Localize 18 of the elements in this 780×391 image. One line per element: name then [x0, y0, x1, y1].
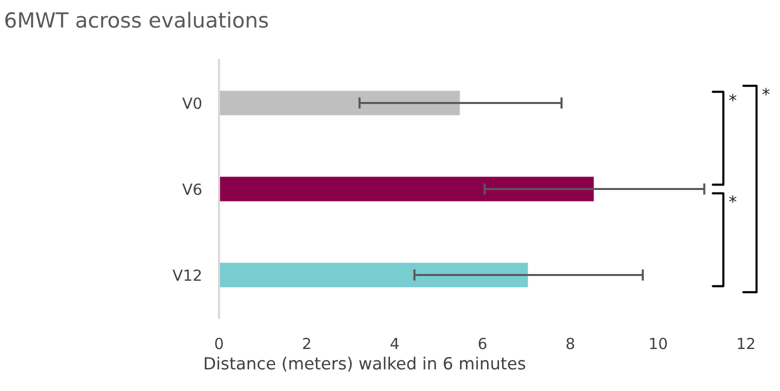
x-tick-label: 2 [303, 338, 310, 350]
x-tick-label: 0 [215, 338, 223, 350]
text: * [762, 88, 770, 96]
y-tick-label: V0 [182, 97, 202, 110]
annotation: * [729, 195, 736, 203]
bar [219, 175, 596, 203]
bar [219, 89, 462, 117]
bar [219, 261, 530, 289]
x-tick-label: 12 [738, 338, 754, 350]
y-tick-label: V6 [182, 183, 202, 196]
chart-title: 6MWT across evaluations [5, 12, 268, 28]
x-axis-title: Distance (meters) walked in 6 minutes [204, 356, 526, 372]
x-tick-label: 8 [566, 338, 574, 350]
annotation: * [729, 94, 736, 102]
x-tick-label: 6 [478, 338, 486, 350]
y-tick-label: V12 [172, 269, 201, 281]
x-tick-label: 10 [650, 338, 667, 350]
x-tick-label: 4 [390, 338, 399, 350]
